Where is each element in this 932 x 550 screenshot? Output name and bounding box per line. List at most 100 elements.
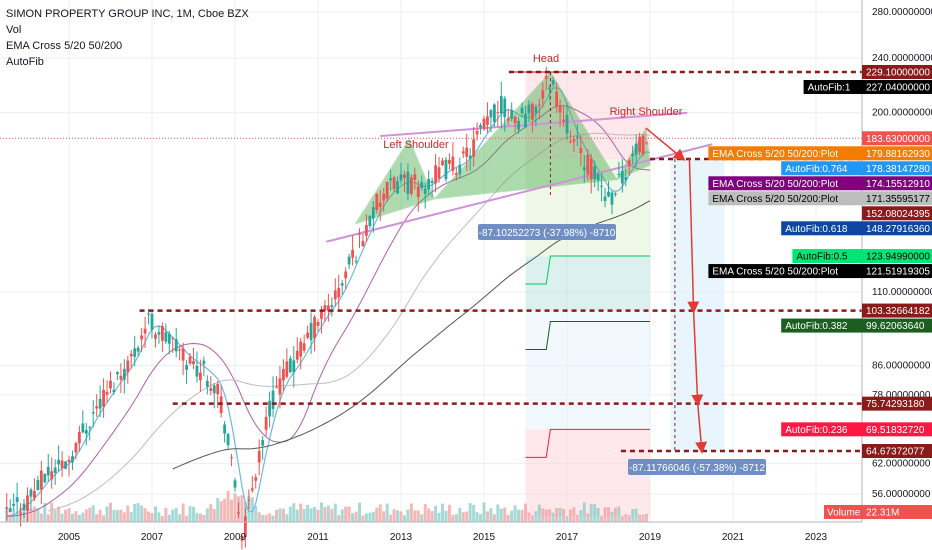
right-shoulder-label: Right Shoulder [610,106,683,118]
candle-body [195,365,199,377]
volume-bar [534,511,538,522]
candle-body [174,339,178,352]
volume-bar [185,515,189,522]
candle-body [534,106,538,114]
candle-body [295,350,299,360]
volume-bar [430,511,434,522]
candle-body [309,322,313,341]
candle-body [157,331,161,335]
volume-bar [586,513,590,522]
volume-bar [212,509,216,522]
candle-body [50,471,54,480]
volume-bar [271,515,275,522]
measure-2-box [628,459,766,475]
candle-body [192,361,195,365]
volume-bar [492,514,496,522]
volume-bar [496,504,500,522]
measure-2-label: -87.11766046 (-57.38%) -8712 [629,463,765,474]
candle-body [492,104,496,122]
candle-body [29,489,33,497]
candle-body [57,459,61,465]
candle-body [413,174,417,180]
candle-body [226,433,230,446]
volume-bar [98,509,102,522]
indicator-tag-box [781,161,862,176]
candle-body [288,358,292,373]
candle-body [264,416,268,430]
volume-bar [319,502,323,522]
candle-body [627,160,631,167]
candle-body [406,171,410,194]
candle-body [351,249,354,258]
volume-bar [39,513,43,522]
volume-bar [475,512,479,522]
candle-body [403,174,406,178]
legend-ema: EMA Cross 5/20 50/200 [6,40,123,52]
volume-bar [617,506,621,522]
volume-bar [330,508,334,522]
candle-body [333,290,337,300]
volume-bar [105,506,109,522]
price-tag-box [862,146,932,161]
volume-bar [53,510,57,522]
candle-body [119,375,123,380]
candle-body [88,427,92,429]
volume-bar [565,515,569,522]
y-tick-label: 56.00000000 [872,489,931,500]
volume-bar [119,509,123,522]
price-tag-box [862,422,932,437]
candle-body [600,185,603,187]
volume-bar [420,514,424,522]
neckline [326,143,713,243]
candle-body [624,177,628,181]
volume-bar [306,504,310,522]
volume-bar [620,515,624,522]
candle-body [205,381,209,387]
volume-bar [631,509,635,522]
candle-body [375,193,379,211]
price-tag-value: 152.08024395 [866,209,930,220]
indicator-tag-box [781,422,862,437]
x-tick-label: 2015 [473,532,496,543]
x-tick-label: 2023 [805,532,828,543]
candle-body [320,309,323,319]
candle-body [247,499,251,501]
volume-bar [520,509,524,522]
volume-bar [84,509,88,522]
price-tag-box [862,444,932,458]
volume-bar [157,512,161,522]
volume-bar [46,514,50,522]
volume-bar [396,510,400,522]
candle-body [479,125,482,128]
volume-bar [112,509,116,522]
x-tick-label: 2007 [141,532,164,543]
volume-bar [485,511,489,522]
fib-step-2 [525,428,650,458]
price-tag-box [862,221,932,236]
volume-bar [81,512,85,522]
volume-bar [479,514,483,522]
candle-body [233,480,237,488]
candle-body [202,360,206,365]
indicator-tag-label: AutoFib:0.618 [785,224,848,235]
volume-bar [264,514,268,522]
price-tag-box [862,65,932,79]
x-tick-label: 2019 [639,532,662,543]
volume-bar [8,514,12,522]
volume-bar [344,506,348,522]
candle-body [154,334,157,339]
price-tag-box [862,191,932,206]
candle-body [496,112,500,114]
candle-body [33,491,36,499]
candle-body [472,139,476,157]
volume-bar [347,506,351,522]
indicator-tag-box [781,318,862,333]
volume-bar [150,512,154,522]
candle-body [434,165,437,184]
price-tag-value: 183.63000000 [866,134,930,145]
volume-bar [195,512,199,522]
legend-autofib: AutoFib [6,56,44,68]
volume-bar [188,506,192,522]
candle-body [112,389,116,392]
